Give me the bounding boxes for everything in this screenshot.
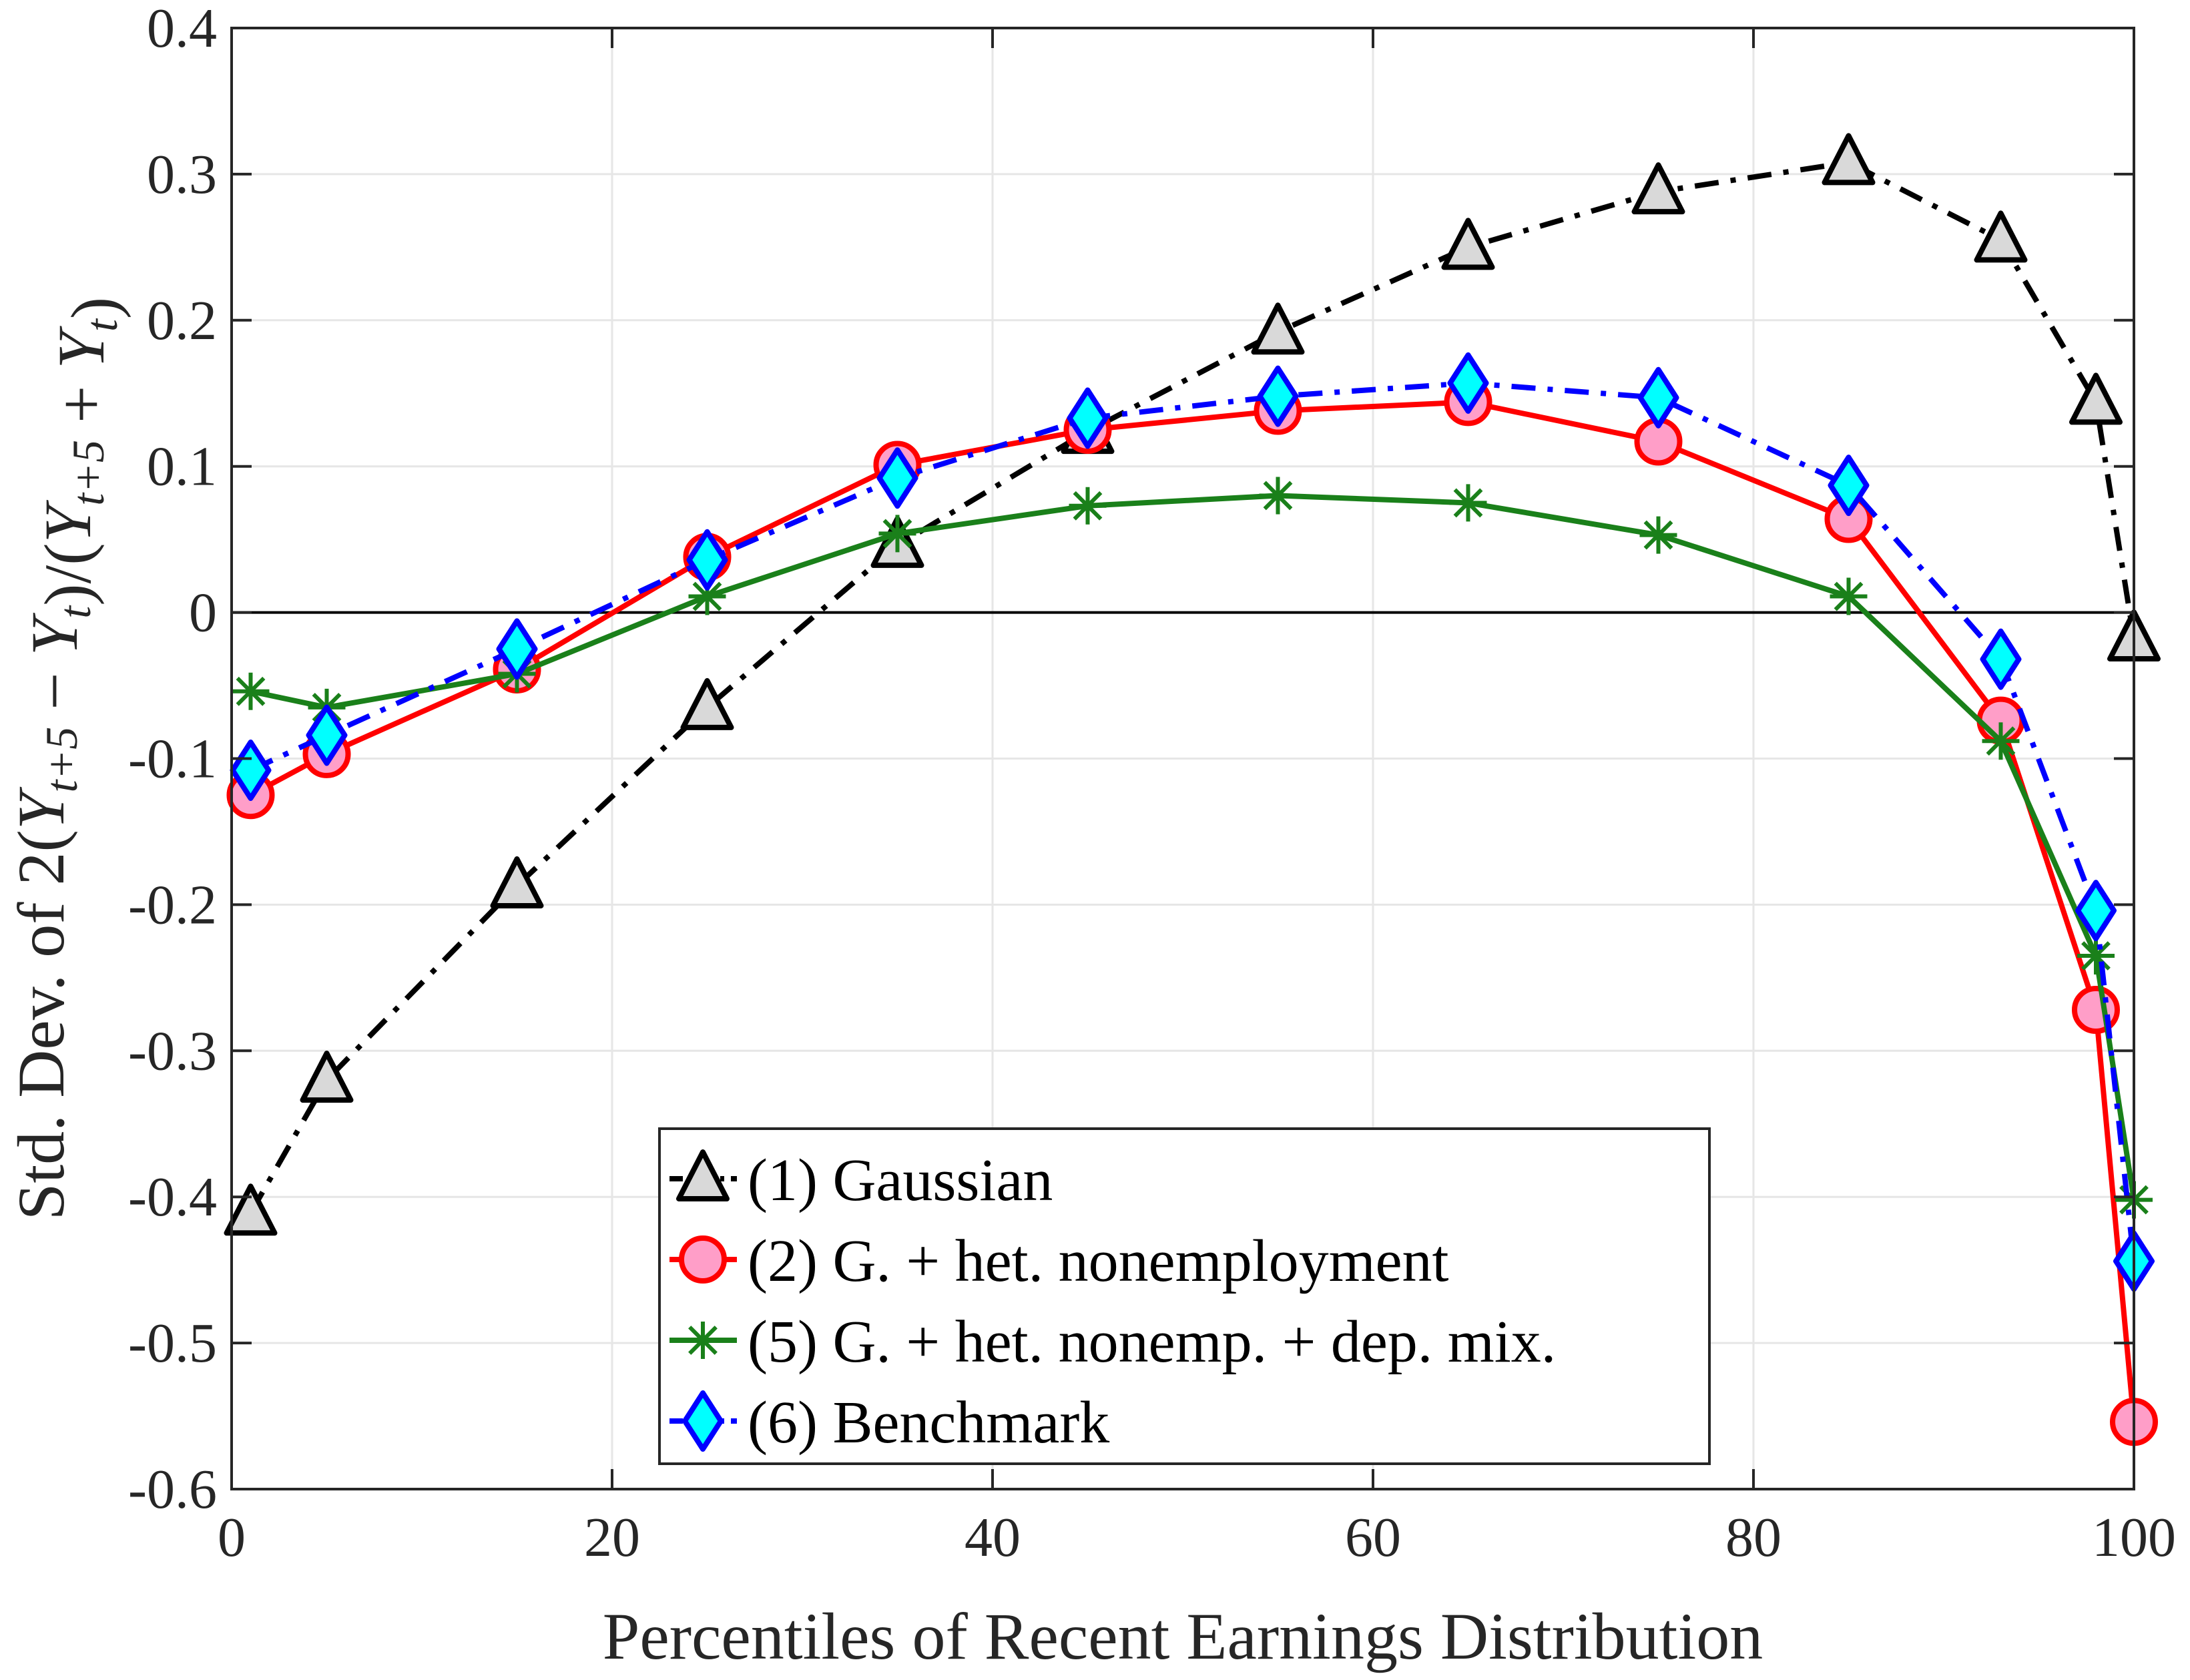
x-axis-label: Percentiles of Recent Earnings Distribut… bbox=[603, 1599, 1763, 1673]
asterisk-stroke bbox=[692, 581, 722, 611]
data-point bbox=[1251, 302, 1305, 355]
x-tick-label: 20 bbox=[584, 1506, 640, 1569]
data-point bbox=[1637, 366, 1679, 429]
data-point bbox=[230, 740, 272, 802]
x-tick-label: 0 bbox=[218, 1506, 246, 1569]
y-tick-label: -0.4 bbox=[128, 1166, 217, 1228]
y-tick-label: 0.4 bbox=[147, 0, 217, 59]
data-point bbox=[1830, 577, 1868, 615]
y-tick-label: -0.2 bbox=[128, 874, 217, 936]
legend-label: (1) Gaussian bbox=[748, 1147, 1053, 1213]
x-tick-label: 40 bbox=[965, 1506, 1021, 1569]
y-axis-label: Std. Dev. of 2(Yt+5 − Yt)/(Yt+5 + Yt) bbox=[4, 297, 131, 1221]
asterisk-stroke bbox=[1453, 488, 1483, 518]
data-point bbox=[878, 515, 916, 553]
legend-box bbox=[658, 1127, 1711, 1465]
asterisk-stroke bbox=[1073, 491, 1103, 521]
y-tick-label: -0.1 bbox=[128, 728, 217, 790]
data-point bbox=[2069, 372, 2123, 425]
data-point bbox=[1449, 484, 1487, 522]
asterisk-stroke bbox=[882, 519, 912, 549]
data-point bbox=[1982, 722, 2020, 760]
data-point bbox=[1631, 162, 1685, 215]
legend-marker-diamond-icon bbox=[682, 1390, 724, 1452]
data-point bbox=[1257, 365, 1299, 427]
data-point bbox=[490, 856, 544, 908]
data-point bbox=[1822, 133, 1876, 186]
y-tick-label: -0.3 bbox=[128, 1020, 217, 1082]
legend-marker-triangle-icon bbox=[676, 1149, 730, 1201]
data-point bbox=[876, 447, 918, 509]
legend-item: (5) G. + het. nonemp. + dep. mix. bbox=[669, 1309, 1556, 1375]
asterisk-stroke bbox=[1643, 520, 1673, 550]
data-point bbox=[1441, 218, 1495, 270]
asterisk-stroke bbox=[236, 676, 266, 706]
asterisk-stroke bbox=[1834, 581, 1864, 611]
data-point bbox=[1447, 352, 1489, 414]
series-4 bbox=[230, 352, 2155, 1292]
data-point bbox=[224, 1183, 278, 1236]
data-point bbox=[300, 1051, 354, 1103]
data-point bbox=[686, 529, 728, 591]
legend-item: (2) G. + het. nonemployment bbox=[669, 1228, 1449, 1294]
x-tick-label: 60 bbox=[1345, 1506, 1401, 1569]
legend-marker-circle-icon bbox=[679, 1235, 727, 1284]
y-tick-label: 0.1 bbox=[147, 436, 217, 498]
data-point bbox=[2075, 880, 2117, 942]
asterisk-stroke bbox=[688, 1326, 718, 1355]
legend-item: (6) Benchmark bbox=[669, 1390, 1109, 1456]
data-point bbox=[1067, 387, 1109, 449]
legend-label: (2) G. + het. nonemployment bbox=[748, 1228, 1449, 1294]
y-tick-label: 0.2 bbox=[147, 290, 217, 352]
data-point bbox=[1069, 487, 1107, 525]
data-point bbox=[1974, 210, 2028, 263]
asterisk-stroke bbox=[2081, 941, 2111, 970]
data-point bbox=[2077, 937, 2115, 975]
data-point bbox=[680, 677, 734, 730]
data-point bbox=[1639, 516, 1677, 554]
legend-marker-asterisk-icon bbox=[684, 1322, 722, 1359]
data-point bbox=[1259, 477, 1297, 515]
y-tick-label: -0.6 bbox=[128, 1458, 217, 1520]
legend-label: (5) G. + het. nonemp. + dep. mix. bbox=[748, 1309, 1556, 1375]
data-point bbox=[496, 618, 538, 680]
series-3 bbox=[232, 477, 2153, 1219]
x-tick-label: 100 bbox=[2092, 1506, 2176, 1569]
legend-item: (1) Gaussian bbox=[669, 1147, 1053, 1213]
legend-label: (6) Benchmark bbox=[748, 1390, 1109, 1456]
legend: (1) Gaussian (2) G. + het. nonemployment (… bbox=[658, 1127, 1711, 1465]
data-point bbox=[1828, 455, 1870, 517]
y-tick-label: 0 bbox=[189, 582, 217, 644]
data-point bbox=[1980, 628, 2022, 690]
data-point bbox=[306, 704, 348, 766]
x-tick-label: 80 bbox=[1725, 1506, 1782, 1569]
y-tick-label: 0.3 bbox=[147, 144, 217, 206]
data-point bbox=[232, 672, 270, 710]
asterisk-stroke bbox=[1986, 726, 2016, 756]
y-tick-label: -0.5 bbox=[128, 1312, 217, 1374]
asterisk-stroke bbox=[1263, 481, 1293, 511]
series-group bbox=[224, 133, 2161, 1446]
axis-ticks: 0 20 40 60 80 100 -0.6 -0.5 -0.4 -0.3 -0.2 -0.1 0 0.1… bbox=[128, 0, 2176, 1569]
data-point bbox=[688, 577, 726, 615]
